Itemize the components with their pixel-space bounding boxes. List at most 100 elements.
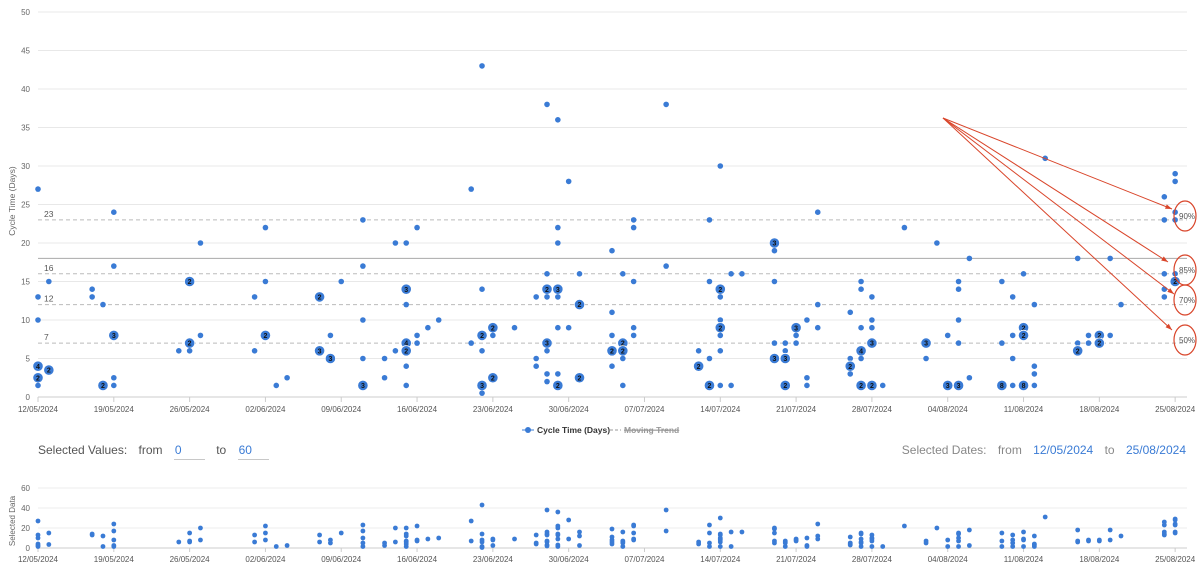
cluster-marker[interactable] [1017,379,1030,392]
data-point[interactable] [717,348,724,354]
cluster-marker[interactable] [866,337,878,349]
data-point[interactable] [111,382,117,389]
data-point[interactable] [955,317,962,323]
data-point-cluster[interactable]: 2 [313,291,326,303]
date-to-value[interactable]: 25/08/2024 [1125,443,1186,457]
data-point[interactable] [782,348,789,354]
data-point[interactable] [327,332,334,339]
data-point[interactable] [1107,255,1113,262]
data-point[interactable] [609,309,615,316]
data-point[interactable] [360,355,366,362]
data-point[interactable] [620,271,626,277]
data-point[interactable] [804,374,810,381]
cluster-marker[interactable] [606,345,618,357]
data-point[interactable] [284,374,290,381]
data-point[interactable] [46,278,52,285]
data-point[interactable] [793,340,799,346]
data-point[interactable] [435,317,442,323]
data-point[interactable] [35,317,41,323]
data-point[interactable] [630,224,637,231]
data-point-cluster[interactable]: 2 [1072,345,1084,357]
data-point[interactable] [479,63,485,69]
data-point[interactable] [533,363,539,370]
data-point[interactable] [403,240,410,246]
data-point[interactable] [869,317,875,323]
cluster-marker[interactable] [573,298,586,311]
data-point[interactable] [717,382,724,389]
data-point[interactable] [414,340,420,346]
data-point[interactable] [999,340,1005,346]
data-point[interactable] [555,117,561,123]
data-point-cluster[interactable]: 3 [400,283,412,295]
data-point[interactable] [1172,170,1178,177]
data-point-cluster[interactable]: 3 [790,322,802,334]
data-point-cluster[interactable]: 2 [32,372,44,384]
data-point[interactable] [392,348,399,354]
data-point[interactable] [728,271,734,277]
data-point[interactable] [1009,332,1016,339]
data-point-cluster[interactable]: 2 [541,283,553,295]
data-point-cluster[interactable]: 2 [573,298,586,311]
cluster-marker[interactable] [779,352,791,365]
data-point[interactable] [565,324,572,331]
cluster-marker[interactable] [703,379,716,392]
data-point[interactable] [1009,382,1016,389]
data-point[interactable] [89,294,95,300]
data-point[interactable] [403,382,410,389]
data-point[interactable] [706,355,713,362]
data-point[interactable] [955,278,962,285]
data-point-cluster[interactable]: 2 [259,329,272,341]
data-point[interactable] [89,286,95,293]
cluster-marker[interactable] [259,329,272,341]
cluster-marker[interactable] [1017,329,1030,341]
data-point[interactable] [879,382,886,389]
data-point-cluster[interactable]: 2 [97,379,109,392]
data-point[interactable] [533,355,539,362]
data-point[interactable] [847,355,854,362]
data-point[interactable] [1161,217,1168,223]
data-point[interactable] [1031,371,1038,377]
legend-item-moving-trend[interactable]: Moving Trend [610,425,679,435]
data-point[interactable] [111,263,117,269]
data-point[interactable] [1118,301,1124,308]
cluster-marker[interactable] [768,352,781,365]
data-point[interactable] [1161,271,1168,277]
data-point[interactable] [479,390,485,396]
data-point[interactable] [544,371,550,377]
data-point[interactable] [858,355,864,362]
data-point-cluster[interactable]: 2 [703,379,716,392]
data-point[interactable] [847,371,854,377]
data-point[interactable] [35,294,41,300]
data-point[interactable] [360,317,366,323]
data-point[interactable] [955,286,962,293]
data-point[interactable] [609,247,615,254]
values-to-input[interactable]: 60 [237,443,269,460]
data-point[interactable] [706,217,713,223]
data-point[interactable] [544,378,550,385]
data-point[interactable] [555,224,561,231]
data-point[interactable] [934,240,940,246]
data-point[interactable] [663,263,669,269]
data-point[interactable] [414,224,420,231]
data-point[interactable] [717,163,724,169]
data-point[interactable] [739,271,745,277]
data-point[interactable] [858,286,864,293]
data-point[interactable] [392,240,399,246]
data-point[interactable] [468,340,475,346]
data-point[interactable] [555,294,561,300]
data-point[interactable] [1009,355,1016,362]
data-point-cluster[interactable]: 3 [920,337,932,349]
data-point[interactable] [1161,194,1168,200]
data-point[interactable] [381,374,388,381]
data-point[interactable] [944,332,951,339]
data-point[interactable] [814,301,821,308]
legend[interactable]: Cycle Time (Days) Moving Trend [522,425,679,435]
data-point[interactable] [1074,340,1081,346]
data-point[interactable] [966,374,973,381]
data-point[interactable] [717,294,724,300]
data-point[interactable] [251,294,258,300]
data-point[interactable] [479,286,485,293]
data-point-cluster[interactable]: 3 [552,283,564,295]
data-point[interactable] [620,382,626,389]
